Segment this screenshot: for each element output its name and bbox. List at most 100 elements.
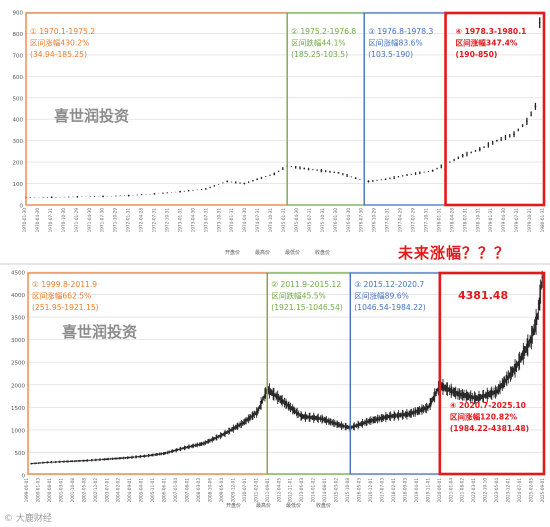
y-tick-label-5: 2500 [11,361,25,367]
x-tick-label-14: 2007-08-01 [185,478,190,503]
period-4-label-0: ④ 2020.7-2025.10 [450,401,526,410]
chart-1999-2025-svg: 0 500 1000 1500 2000 2500 3000 3500 4000 4500 1999… [11,271,546,509]
x-tick-label-21: 2011-09-01 [265,478,270,503]
y-tick-label-2: 200 [13,161,24,167]
x-tick-label-35: 2019-11-01 [425,478,430,503]
data-point-26 [495,390,498,393]
data-point-27 [534,105,537,108]
legend-item-0: 开盘价 [225,249,240,256]
data-point-5 [124,456,127,459]
x-tick-label-19: 2010-07-01 [242,478,247,503]
x-tick-label-36: 2020-06-01 [437,478,442,503]
x-tick-label-26: 1976-07-30 [359,208,364,233]
period-4-label-2: (190-850) [456,50,498,59]
x-tick-label-25: 2014-01-02 [311,478,316,503]
period-1-label-2: (251.95-1921.15) [32,303,99,312]
data-point-17 [367,180,370,183]
data-point-21 [407,413,410,415]
data-point-9 [202,442,205,445]
x-tick-label-45: 2025-09-01 [540,478,545,503]
data-point-14 [320,169,323,172]
x-tick-label-23: 2012-11-01 [288,478,293,503]
x-tick-label-12: 1973-01-31 [177,208,182,233]
data-point-17 [339,424,342,427]
x-tick-label-22: 1975-07-31 [307,208,312,233]
x-tick-label-17: 1974-04-30 [242,208,247,233]
data-point-29 [536,316,539,319]
x-tick-label-1: 1970-04-30 [35,208,40,233]
data-point-9 [243,182,246,185]
x-tick-label-33: 2018-09-03 [402,478,407,503]
x-tick-label-8: 2004-02-02 [116,478,121,503]
chart-watermark: 喜世润投资 [62,323,137,341]
x-tick-label-20: 1975-01-31 [281,208,286,233]
x-tick-label-4: 2001-10-08 [70,478,75,503]
period-2-label-2: (1921.15-1046.54) [271,303,343,312]
x-tick-label-12: 2006-06-01 [162,478,167,503]
data-point-3 [102,195,104,198]
x-tick-label-19: 1974-10-31 [268,208,273,233]
y-tick-label-8: 4000 [11,293,25,299]
x-tick-label-17: 2009-05-04 [219,478,224,503]
x-tick-label-1: 2000-01-03 [35,478,40,503]
x-tick-label-10: 2005-04-01 [139,478,144,503]
x-tick-label-9: 1972-04-28 [139,208,144,233]
y-tick-label-4: 400 [13,118,24,124]
x-tick-label-37: 2021-01-04 [448,478,453,503]
period-4-label-0: ④ 1978.3-1980.1 [456,27,527,36]
legend-item-3: 收盘价 [316,502,331,509]
x-tick-label-30: 1977-07-29 [411,208,416,233]
y-tick-label-0: 0 [22,474,26,480]
x-tick-label-13: 2007-01-04 [173,478,178,503]
legend-item-1: 最高价 [255,249,270,256]
x-tick-label-29: 1977-04-29 [398,208,403,233]
y-tick-label-6: 600 [13,75,24,81]
y-tick-label-3: 300 [13,139,24,145]
future-gain-question: 未来涨幅？？？ [398,244,511,262]
x-tick-label-2: 1970-07-31 [48,208,53,233]
x-tick-label-11: 2005-11-01 [150,478,155,503]
data-point-16 [354,177,357,180]
x-tick-label-42: 2023-12-01 [506,478,511,503]
y-tick-label-7: 3500 [11,316,25,322]
period-4-label-1: 区间涨幅120.82% [450,412,518,422]
chart-1970-1980: 0 100 200 300 400 500 600 700 800 900 1970-01-30 19… [0,0,550,262]
x-tick-label-2: 2000-08-01 [47,478,52,503]
x-tick-label-3: 1970-10-30 [61,208,66,233]
data-point-24 [456,392,459,395]
y-tick-label-9: 900 [13,11,24,17]
period-1-label-1: 区间涨幅430.2% [30,38,89,48]
y-tick-label-9: 4500 [11,271,25,277]
x-tick-label-20: 2011-02-01 [253,478,258,503]
period-2-label-0: ② 2011.9-2015.12 [271,280,341,289]
x-tick-label-5: 1971-04-30 [87,208,92,233]
x-tick-label-10: 1972-07-31 [152,208,157,233]
x-tick-label-37: 1979-04-30 [501,208,506,233]
x-tick-label-6: 1971-07-30 [100,208,105,233]
data-point-1 [46,461,49,464]
x-tick-label-29: 2016-05-03 [357,478,362,503]
x-tick-label-39: 1979-10-31 [527,208,532,233]
x-tick-label-32: 2018-02-01 [391,478,396,503]
x-tick-label-15: 2008-03-03 [196,478,201,503]
legend-item-1: 最高价 [256,502,271,509]
y-tick-label-4: 2000 [11,383,25,389]
chart-1999-2025: 0 500 1000 1500 2000 2500 3000 3500 4000 4500 1999… [0,266,550,514]
data-point-20 [388,415,391,418]
data-point-26 [525,120,528,123]
x-tick-label-43: 2024-07-01 [517,478,522,503]
data-point-10 [256,178,259,181]
data-point-19 [368,419,371,422]
x-tick-label-18: 2009-12-01 [230,478,235,503]
y-tick-label-6: 3000 [11,338,25,344]
x-tick-label-40: 2022-10-10 [483,478,488,503]
data-point-2 [76,195,79,198]
x-tick-label-41: 2023-05-04 [494,478,499,503]
x-tick-label-34: 1978-07-31 [462,208,467,233]
x-tick-label-28: 1977-01-31 [385,208,390,233]
x-tick-label-13: 1973-04-30 [190,208,195,233]
chart-1970-1980-svg: 0 100 200 300 400 500 600 700 800 900 1970-01-30 19… [13,11,546,256]
data-point-14 [281,399,283,402]
y-tick-label-2: 1000 [11,428,25,434]
data-point-2 [66,460,68,463]
